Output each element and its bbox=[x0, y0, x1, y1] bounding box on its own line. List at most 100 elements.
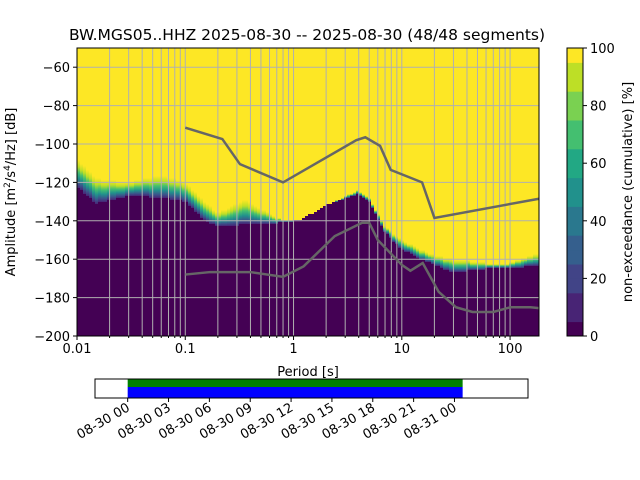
ppsd-transition-column bbox=[227, 208, 230, 226]
ppsd-transition-column bbox=[422, 250, 425, 260]
ppsd-low-column bbox=[209, 224, 212, 336]
noise-model-nhnm bbox=[184, 126, 540, 220]
ppsd-transition-column bbox=[512, 262, 515, 268]
ppsd-transition-column bbox=[479, 262, 482, 270]
ppsd-transition-column bbox=[416, 248, 419, 258]
x-tick-label: 0.1 bbox=[175, 342, 196, 357]
ppsd-transition-column bbox=[236, 204, 239, 226]
ppsd-transition-column bbox=[389, 230, 392, 238]
ppsd-low-column bbox=[281, 222, 284, 336]
ppsd-transition-column bbox=[119, 182, 122, 198]
y-tick-label: −120 bbox=[34, 176, 70, 191]
ppsd-transition-column bbox=[461, 260, 464, 272]
ppsd-low-column bbox=[359, 196, 362, 336]
colorbar-segment bbox=[567, 76, 583, 92]
ppsd-low-column bbox=[497, 268, 500, 336]
ppsd-low-column bbox=[176, 200, 179, 336]
ppsd-low-column bbox=[242, 224, 245, 336]
colorbar-segment bbox=[567, 192, 583, 207]
ppsd-low-column bbox=[95, 204, 98, 336]
colorbar-tick-label: 40 bbox=[590, 215, 607, 230]
colorbar-segment bbox=[567, 91, 583, 107]
ppsd-low-column bbox=[164, 198, 167, 336]
x-tick-label: 0.01 bbox=[63, 342, 92, 357]
ppsd-transition-column bbox=[203, 202, 206, 220]
ppsd-low-column bbox=[152, 198, 155, 336]
ppsd-transition-column bbox=[278, 218, 281, 222]
ppsd-low-column bbox=[500, 268, 503, 336]
ppsd-transition-column bbox=[419, 250, 422, 260]
ppsd-low-column bbox=[404, 252, 407, 336]
ppsd-low-column bbox=[374, 214, 377, 336]
ppsd-transition-column bbox=[347, 194, 350, 198]
ppsd-low-column bbox=[134, 196, 137, 336]
ppsd-low-column bbox=[458, 272, 461, 336]
ppsd-low-column bbox=[119, 198, 122, 336]
ppsd-low-column bbox=[443, 270, 446, 336]
y-tick-label: −160 bbox=[34, 253, 70, 268]
ppsd-low-column bbox=[371, 208, 374, 336]
ppsd-transition-column bbox=[530, 256, 533, 266]
x-axis-label: Period [s] bbox=[277, 365, 339, 380]
ppsd-low-column bbox=[530, 266, 533, 336]
colorbar-tick-label: 100 bbox=[590, 42, 615, 57]
ppsd-transition-column bbox=[362, 194, 365, 198]
ppsd-transition-column bbox=[80, 164, 83, 190]
ppsd-low-column bbox=[80, 190, 83, 336]
ppsd-transition-column bbox=[107, 180, 110, 200]
colorbar-segment bbox=[567, 249, 583, 265]
ppsd-transition-column bbox=[131, 182, 134, 196]
ppsd-low-column bbox=[431, 264, 434, 336]
ppsd-transition-column bbox=[410, 244, 413, 254]
ppsd-transition-column bbox=[473, 262, 476, 270]
y-tick-label: −60 bbox=[43, 61, 70, 76]
ppsd-transition-column bbox=[215, 212, 218, 226]
ppsd-transition-column bbox=[185, 184, 188, 202]
ppsd-low-column bbox=[416, 258, 419, 336]
ppsd-low-column bbox=[224, 226, 227, 336]
ppsd-transition-column bbox=[251, 204, 254, 224]
ppsd-low-column bbox=[101, 202, 104, 336]
ppsd-transition-column bbox=[356, 190, 359, 194]
ppsd-low-column bbox=[272, 224, 275, 336]
ppsd-low-column bbox=[377, 220, 380, 336]
ppsd-transition-column bbox=[449, 258, 452, 272]
ppsd-transition-column bbox=[353, 192, 356, 196]
ppsd-transition-column bbox=[341, 198, 344, 200]
colorbar-segment bbox=[567, 307, 583, 323]
ppsd-low-column bbox=[302, 218, 305, 336]
colorbar: 0 20 40 60 80 100 bbox=[566, 42, 615, 345]
ppsd-transition-column bbox=[335, 200, 338, 202]
ppsd-transition-column bbox=[404, 242, 407, 252]
ppsd-transition-column bbox=[188, 186, 191, 206]
ppsd-low-column bbox=[236, 226, 239, 336]
ppsd-low-column bbox=[128, 196, 131, 336]
ppsd-low-column bbox=[206, 222, 209, 336]
ppsd-transition-column bbox=[527, 256, 530, 266]
ppsd-low-column bbox=[248, 224, 251, 336]
ppsd-low-column bbox=[410, 254, 413, 336]
ppsd-transition-column bbox=[263, 210, 266, 224]
ppsd-low-column bbox=[191, 208, 194, 336]
ppsd-low-column bbox=[533, 266, 536, 336]
ppsd-transition-column bbox=[494, 264, 497, 268]
ppsd-low-column bbox=[440, 268, 443, 336]
y-tick-label: −180 bbox=[34, 292, 70, 307]
ppsd-transition-column bbox=[365, 196, 368, 200]
ppsd-low-column bbox=[536, 266, 539, 336]
ppsd-low-column bbox=[293, 220, 296, 336]
ppsd-transition-column bbox=[104, 180, 107, 202]
ppsd-low-column bbox=[332, 202, 335, 336]
ppsd-transition-column bbox=[248, 202, 251, 224]
ppsd-low-column bbox=[503, 268, 506, 336]
ppsd-low-column bbox=[92, 202, 95, 336]
colorbar-segment bbox=[567, 220, 583, 236]
data-coverage-bar bbox=[127, 379, 463, 387]
ppsd-transition-column bbox=[176, 180, 179, 200]
ppsd-transition-column bbox=[143, 178, 146, 196]
ppsd-transition-column bbox=[152, 176, 155, 198]
ppsd-low-column bbox=[335, 202, 338, 336]
ppsd-low-column bbox=[383, 232, 386, 336]
ppsd-transition-column bbox=[170, 178, 173, 200]
